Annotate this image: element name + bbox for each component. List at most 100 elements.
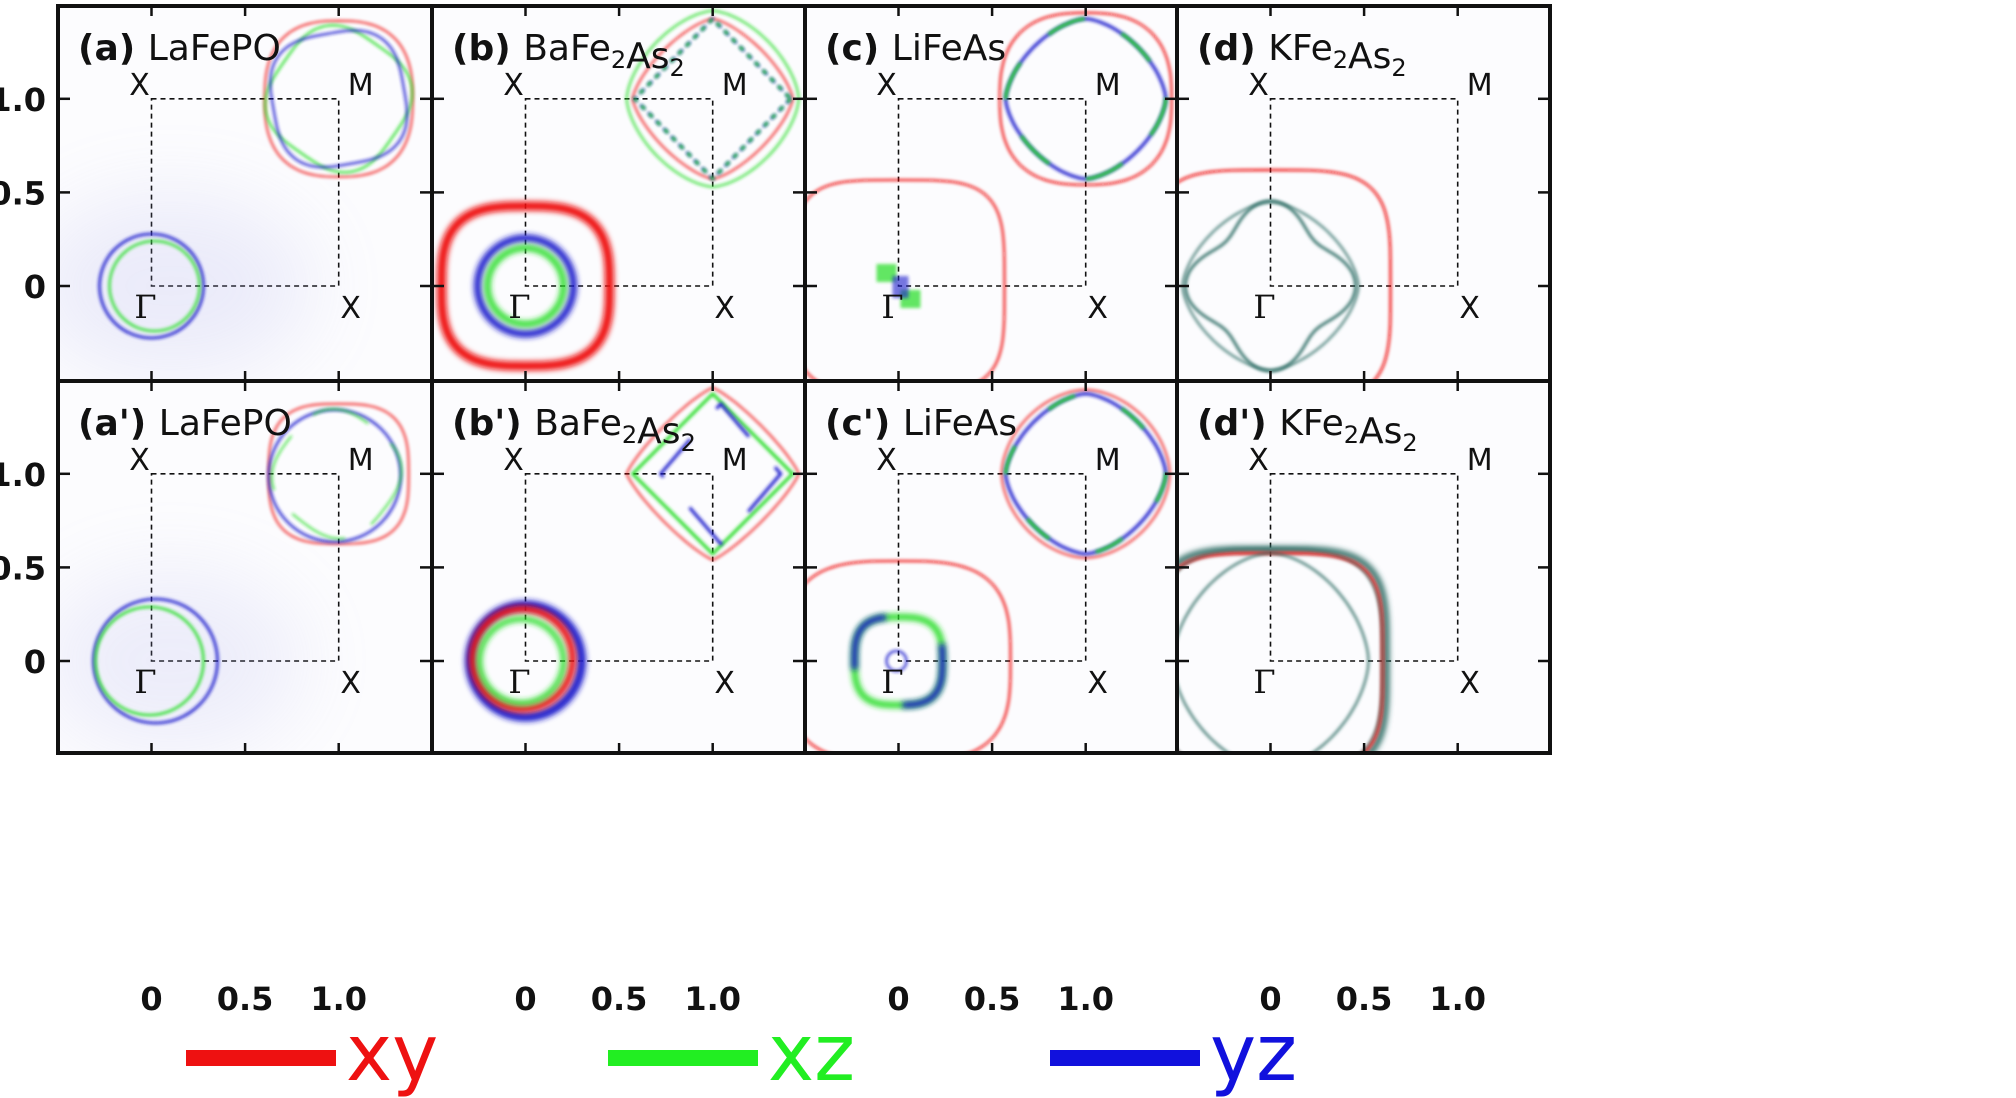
gamma-pocket-yz (851, 614, 946, 708)
label-x-right: X (714, 291, 735, 326)
panel-d: X MXΓ(d) KFe2As2 (1175, 4, 1552, 383)
legend-label: yz (1210, 1009, 1297, 1098)
subscript: 2 (670, 54, 685, 82)
legend-swatch (1050, 1050, 1200, 1066)
label-x-top: X (1248, 68, 1269, 103)
brillouin-zone-square (897, 98, 1087, 287)
panel-tag: (d) (1197, 28, 1268, 69)
panel-content: X M X Γ (a') LaFePO (58, 381, 432, 753)
formula-part: As (626, 36, 669, 77)
panel-tag: (a) (78, 28, 148, 69)
m-pocket-round (625, 9, 800, 188)
panel-background (1177, 6, 1550, 381)
m-pocket-xz (1004, 17, 1168, 181)
label-x-right: X (1459, 291, 1480, 326)
panel-b2: X MXΓ(b') BaFe2As2 (430, 379, 807, 755)
gamma-pocket-xz (94, 605, 205, 717)
label-m: M (1095, 443, 1121, 478)
panel-background (805, 381, 1177, 753)
label-x-right: X (340, 666, 361, 701)
panel-title: (d') KFe2As2 (1197, 403, 1418, 457)
x-tick-label: 0 (1259, 980, 1281, 1018)
label-gamma: Γ (134, 288, 156, 326)
label-x-right: X (1087, 666, 1108, 701)
panel-background (1177, 381, 1550, 753)
orbital-haze (58, 196, 312, 376)
panel-title: (b') BaFe2As2 (452, 403, 696, 457)
m-pocket-xz (271, 408, 403, 540)
gamma-center-yz (892, 276, 909, 298)
subscript: 2 (681, 429, 696, 457)
formula-part: As (1359, 411, 1402, 452)
panel-content: X M X Γ (c) LiFeAs (805, 6, 1177, 381)
panel-d2: X MXΓ(d') KFe2As2 (1175, 379, 1552, 755)
formula-part: Ba (523, 28, 570, 69)
formula-part: Ba (534, 403, 581, 444)
panel-c2: X M X Γ (c') LiFeAs (803, 379, 1179, 755)
panel-content: X M X Γ (c') LiFeAs (805, 381, 1177, 753)
gamma-pocket-yz (92, 597, 219, 725)
label-x-top: X (503, 68, 524, 103)
m-pocket-yz (269, 29, 408, 169)
panel-content: X MXΓ(b) BaFe2As2 (432, 6, 805, 381)
y-tick-label: 0 (24, 643, 46, 681)
m-pocket-diamond-green (633, 17, 792, 181)
legend-label: xz (768, 1009, 855, 1098)
m-pocket-xz (1004, 392, 1168, 556)
x-tick-label: 1.0 (684, 980, 741, 1018)
gamma-pocket-inner (98, 232, 205, 340)
label-x-top: X (876, 443, 897, 478)
material-name: LaFePO (148, 28, 281, 69)
subscript: 2 (1391, 54, 1406, 82)
m-pocket-yz (659, 402, 783, 546)
brillouin-zone-square (524, 472, 714, 662)
x-tick-label: 0.5 (217, 980, 274, 1018)
label-x-top: X (503, 443, 524, 478)
panel-c: X M X Γ (c) LiFeAs (803, 4, 1179, 383)
label-x-right: X (1459, 666, 1480, 701)
panel-content: X MXΓ(d) KFe2As2 (1177, 6, 1550, 381)
panel-tag: (a') (78, 403, 159, 444)
label-x-right: X (1087, 291, 1108, 326)
x-tick-label: 0.5 (1336, 980, 1393, 1018)
orbital-haze (58, 571, 302, 751)
formula-part: Fe (570, 28, 611, 69)
y-tick-label: 0.5 (0, 174, 46, 212)
label-gamma: Γ (881, 663, 903, 701)
panel-content: X M X Γ (a) LaFePO (58, 6, 432, 381)
x-tick-label: 1.0 (1057, 980, 1114, 1018)
m-pocket-xz (264, 24, 414, 174)
label-gamma: Γ (1253, 663, 1275, 701)
label-x-top: X (1248, 443, 1269, 478)
x-tick-label: 0 (887, 980, 909, 1018)
label-gamma: Γ (508, 663, 530, 701)
panel-tag: (c) (825, 28, 892, 69)
panel-tag: (d') (1197, 403, 1279, 444)
panel-title: (d) KFe2As2 (1197, 28, 1407, 82)
panel-content: X MXΓ(d') KFe2As2 (1177, 381, 1550, 753)
y-tick-label: 0.5 (0, 549, 46, 587)
gamma-tiny-pocket (885, 650, 908, 672)
gamma-pocket-xz (477, 616, 566, 706)
panel-content: X MXΓ(b') BaFe2As2 (432, 381, 805, 753)
formula-part: As (1348, 36, 1391, 77)
subscript: 2 (1402, 429, 1417, 457)
label-gamma: Γ (881, 288, 903, 326)
label-x-top: X (876, 68, 897, 103)
material-name: LiFeAs (892, 28, 1006, 69)
x-tick-label: 0.5 (964, 980, 1021, 1018)
label-m: M (348, 68, 374, 103)
y-tick-label: 1.0 (0, 81, 46, 119)
formula-part: Fe (581, 403, 622, 444)
m-pocket-outer (625, 387, 800, 561)
label-m: M (1095, 68, 1121, 103)
subscript: 2 (1344, 421, 1359, 449)
panel-ticks (432, 381, 805, 753)
panel-ticks (1177, 381, 1550, 753)
m-pocket-outer (1000, 389, 1171, 559)
subscript: 2 (611, 46, 626, 74)
legend-swatch (608, 1050, 758, 1066)
x-tick-label: 1.0 (310, 980, 367, 1018)
legend-item-yz: yz (1050, 1009, 1297, 1098)
